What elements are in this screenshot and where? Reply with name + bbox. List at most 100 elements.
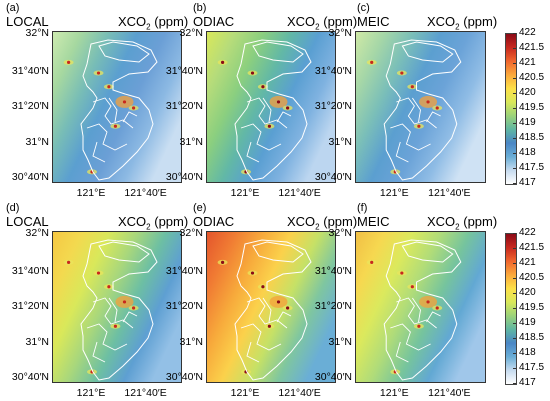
emission-source — [96, 71, 101, 75]
colorbar-tick-label: 418.5 — [519, 332, 545, 343]
longitude-label: 121°40′E — [278, 187, 321, 199]
colorbar-tick — [513, 138, 516, 139]
latitude-label: 31°N — [179, 336, 203, 349]
emission-source — [370, 60, 374, 64]
latitude-label: 30°40′N — [165, 371, 203, 384]
panel-a: (a) LOCAL XCO2 (ppm) — [0, 0, 188, 200]
emission-source — [410, 285, 414, 289]
panel-letter: (f) — [357, 202, 368, 214]
colorbar-tick — [513, 33, 516, 34]
emission-source — [400, 71, 404, 75]
colorbar-tick-label: 421.5 — [519, 242, 545, 253]
emission-source — [96, 271, 101, 275]
emission-source — [286, 306, 290, 310]
shanghai-boundary — [383, 39, 462, 181]
inventory-label: LOCAL — [6, 214, 49, 229]
district-boundary — [92, 297, 134, 329]
district-boundary — [426, 311, 441, 323]
panel-letter: (a) — [6, 2, 20, 14]
latitude-label: 31°N — [25, 136, 49, 149]
latitude-label: 31°N — [328, 136, 352, 149]
colorbar-tick-label: 417 — [519, 177, 536, 188]
colorbar-tick-label: 422 — [519, 227, 536, 238]
emission-source — [221, 60, 225, 64]
emission-source — [122, 300, 127, 304]
latitude-label: 32°N — [25, 27, 49, 40]
district-boundary — [240, 123, 282, 151]
district-boundary — [276, 311, 292, 323]
shanghai-boundary — [234, 39, 312, 181]
emission-source — [426, 100, 430, 104]
colorbar-tick — [513, 383, 516, 384]
colorbar-tick — [513, 308, 516, 309]
longitude-label: 121°40′E — [278, 387, 321, 399]
latitude-label: 30°40′N — [314, 371, 352, 384]
colorbar — [505, 233, 517, 385]
panel-b: (b) ODIAC XCO2 (ppm) — [185, 0, 365, 200]
emission-source — [267, 324, 271, 328]
latitude-label: 31°40′N — [11, 265, 49, 278]
emission-source — [132, 306, 136, 310]
colorbar-tick-label: 417.5 — [519, 362, 545, 373]
variable-label: XCO2 (ppm) — [287, 14, 358, 32]
district-boundary — [92, 141, 106, 163]
emission-source — [276, 100, 281, 104]
district-boundary — [390, 123, 431, 151]
latitude-label: 31°N — [25, 336, 49, 349]
latitude-label: 31°20′N — [314, 300, 352, 312]
island-boundary — [98, 41, 150, 63]
colorbar-tick-label: 420 — [519, 87, 536, 98]
shanghai-boundary — [383, 239, 462, 381]
xco2-field — [356, 32, 485, 182]
colorbar-tick-label: 417.5 — [519, 162, 545, 173]
longitude-label: 121°40′E — [124, 187, 167, 199]
colorbar-tick-label: 418 — [519, 347, 536, 358]
latitude-label: 31°40′N — [314, 265, 352, 278]
xco2-map — [206, 231, 336, 383]
latitude-label: 31°20′N — [165, 300, 203, 312]
district-boundary — [395, 341, 409, 363]
colorbar-tick — [513, 93, 516, 94]
colorbar-tick — [513, 278, 516, 279]
xco2-map — [355, 231, 486, 383]
latitude-label: 31°20′N — [11, 100, 49, 112]
district-boundary — [86, 123, 128, 151]
district-boundary — [92, 341, 106, 363]
variable-label: XCO2 (ppm) — [427, 14, 498, 32]
shanghai-boundary — [80, 239, 158, 381]
latitude-label: 30°40′N — [165, 171, 203, 184]
emission-source — [426, 300, 430, 304]
latitude-label: 31°20′N — [314, 100, 352, 112]
emission-source — [400, 271, 404, 275]
district-boundary — [122, 111, 138, 123]
emission-source — [122, 100, 127, 104]
colorbar-tick — [513, 108, 516, 109]
district-boundary — [262, 97, 272, 123]
emission-source — [286, 106, 290, 110]
latitude-label: 31°20′N — [11, 300, 49, 312]
emission-source — [113, 124, 117, 128]
inventory-label: LOCAL — [6, 14, 49, 29]
district-boundary — [412, 297, 421, 323]
district-boundary — [390, 323, 431, 351]
colorbar-tick-label: 419 — [519, 317, 536, 328]
district-boundary — [395, 141, 409, 163]
xco2-map — [52, 31, 182, 183]
colorbar-tick — [513, 248, 516, 249]
emission-source — [410, 85, 414, 89]
colorbar-tick — [513, 338, 516, 339]
longitude-label: 121°E — [379, 187, 409, 199]
colorbar-tick-label: 418 — [519, 147, 536, 158]
district-boundary — [240, 323, 282, 351]
panel-letter: (c) — [357, 2, 370, 14]
inventory-label: MEIC — [357, 214, 390, 229]
colorbar-tick — [513, 183, 516, 184]
district-boundary — [122, 311, 138, 323]
colorbar-tick-label: 420.5 — [519, 72, 545, 83]
emission-source — [370, 260, 374, 264]
latitude-label: 31°20′N — [165, 100, 203, 112]
latitude-label: 31°N — [179, 136, 203, 149]
xco2-field — [356, 232, 485, 382]
longitude-label: 121°E — [230, 187, 260, 199]
district-boundary — [86, 323, 128, 351]
